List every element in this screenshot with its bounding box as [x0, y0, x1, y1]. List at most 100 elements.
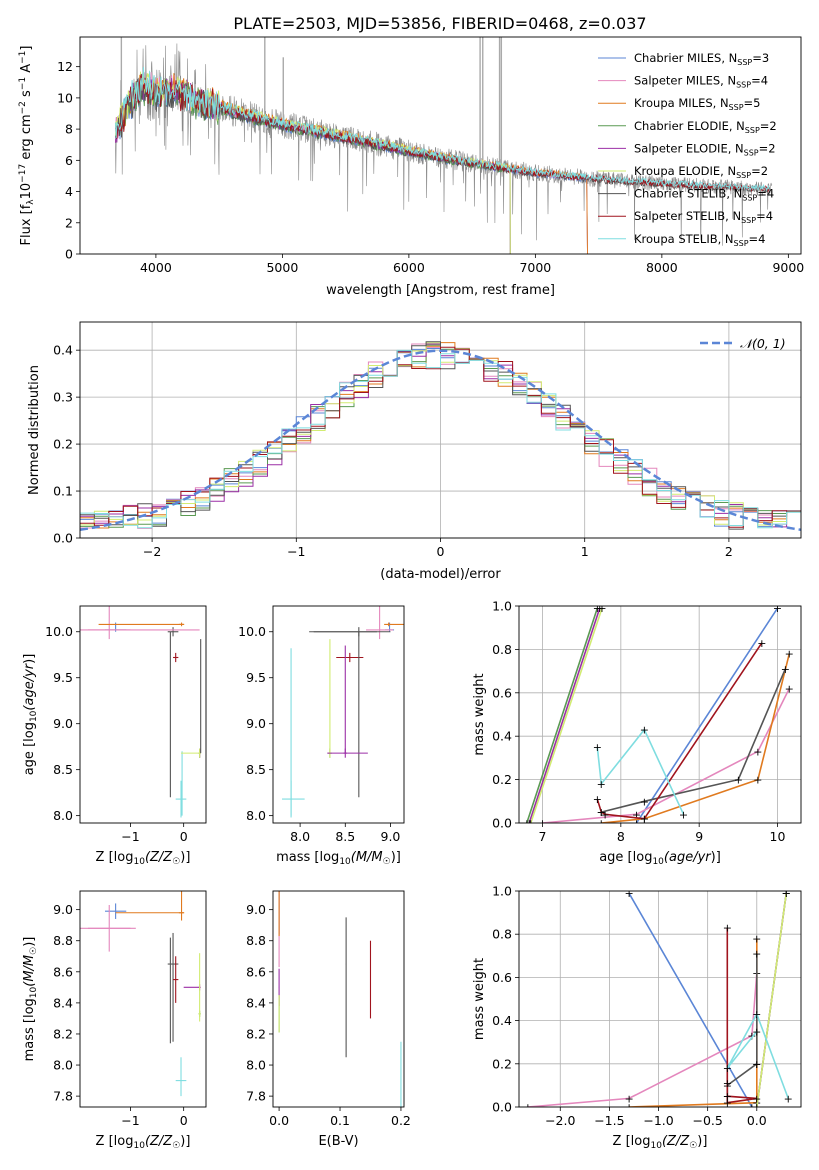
weight-marker: + [523, 1101, 532, 1114]
label-part: =3 [752, 51, 769, 65]
mass-weight-vs-metallicity-plot: +++++++ +++++++++++++++ +++++++−2.0 −1.5 −1.… [472, 884, 802, 1151]
y-tick-label: 1.0 [492, 599, 512, 614]
weight-line [596, 642, 763, 820]
weight-marker: + [593, 741, 602, 754]
label-part: SSP [744, 148, 759, 157]
y-tick-label: 0.8 [492, 927, 512, 942]
plot-area: +++++++++++++++++++++++++++++ [523, 891, 793, 1114]
x-axis-label: Z [log10(Z/Z☉)] [96, 1134, 191, 1151]
weight-line [726, 1012, 789, 1099]
y-tick-label: 8.8 [53, 933, 73, 948]
mass-vs-extinction-plot: 0.0 0.1 0.2 7.8 8.0 8.2 8.4 8.6 8.8 9.0 E(B-V) [246, 890, 411, 1149]
axes-frame [79, 605, 207, 824]
y-tick-label: 10.0 [238, 624, 266, 639]
legend-label: Kroupa ELODIE, NSSP=2 [634, 164, 768, 180]
label-part: erg cm [19, 114, 34, 163]
x-tick-label: 0.2 [391, 1113, 411, 1128]
label-part: Salpeter ELODIE, N [634, 141, 744, 155]
label-part: mass [log [276, 850, 339, 865]
weight-marker: + [597, 778, 606, 791]
weight-marker: + [538, 817, 547, 830]
y-tick-label: 8.0 [246, 1058, 266, 1073]
label-part: SSP [729, 103, 744, 112]
label-part: =2 [759, 141, 776, 155]
label-part: 10 [650, 1141, 662, 1151]
weight-marker: + [601, 808, 610, 821]
x-tick-label: 10 [770, 829, 786, 844]
legend-label: Chabrier STELIB, NSSP=4 [634, 187, 774, 203]
x-tick-label: 5000 [266, 260, 298, 275]
label-part: 10 [339, 857, 351, 867]
axes-frame [272, 605, 405, 824]
y-tick-label: 12 [57, 59, 73, 74]
weight-line [628, 892, 753, 1107]
plot-area [80, 606, 202, 818]
weight-marker: + [734, 774, 743, 787]
x-tick-label: −0.5 [692, 1113, 722, 1128]
y-axis-label: Flux [fλ10−17 erg cm−2 s−1 A−1] [18, 46, 36, 246]
residual-histogram [80, 349, 801, 529]
x-tick-label: −1 [121, 829, 139, 844]
weight-marker: + [526, 817, 535, 830]
label-part: age [log [599, 850, 652, 865]
label-part: (Z/Z [145, 1134, 173, 1149]
x-tick-label: −2.0 [545, 1113, 575, 1128]
weight-marker: + [525, 817, 534, 830]
plot-area [278, 891, 402, 1107]
y-tick-label: 1.0 [492, 884, 512, 899]
label-part: SSP [736, 171, 751, 180]
label-part: SSP [742, 194, 757, 203]
label-part: Salpeter STELIB, N [634, 209, 741, 223]
y-tick-label: 0.2 [492, 772, 512, 787]
figure-title: PLATE=2503, MJD=53856, FIBERID=0468, z=0… [233, 14, 646, 33]
axes-frame [79, 321, 802, 539]
age-vs-mass-plot: 8.0 8.5 9.0 8.0 8.5 9.0 9.5 10.0 mass [log10(M/M… [238, 605, 405, 867]
weight-line [726, 927, 757, 1104]
label-part: Kroupa MILES, N [634, 96, 729, 110]
y-tick-label: 0.0 [492, 1100, 512, 1115]
label-part: 10 [29, 986, 39, 998]
y-tick-label: 9.0 [246, 716, 266, 731]
weight-marker: + [747, 1101, 756, 1114]
weight-marker: + [752, 1092, 761, 1105]
y-tick-label: 0.2 [492, 1056, 512, 1071]
label-part: SSP [736, 81, 751, 90]
x-axis-label: (data-model)/error [380, 567, 501, 582]
x-tick-label: 9000 [772, 260, 804, 275]
spectrum-plot: 4000 5000 6000 7000 8000 9000 0 2 4 6 8 10 12 wavelen… [18, 36, 804, 298]
x-tick-label: −1.5 [594, 1113, 624, 1128]
label-part: =4 [749, 232, 766, 246]
label-part: Z [log [96, 1134, 134, 1149]
weight-marker: + [752, 1058, 761, 1071]
weight-marker: + [632, 808, 641, 821]
y-tick-label: 8.6 [53, 964, 73, 979]
weight-marker: + [679, 808, 688, 821]
y-tick-label: 8.5 [246, 762, 266, 777]
weight-line [635, 607, 779, 823]
x-tick-label: 0 [180, 829, 188, 844]
x-tick-label: −1.0 [643, 1113, 673, 1128]
age-vs-metallicity-plot: −1 08.08.59.09.510.0Z [log10(Z/Z☉)]age [l… [22, 605, 207, 867]
weight-marker: + [624, 1092, 633, 1105]
weight-marker: + [752, 1101, 761, 1114]
label-part: SSP [741, 216, 756, 225]
y-tick-label: 8.0 [53, 808, 73, 823]
x-tick-label: 0 [437, 544, 445, 559]
label-part: )] [22, 937, 37, 947]
label-part: )] [391, 850, 401, 865]
plot-area [282, 606, 404, 818]
weight-marker: + [753, 774, 762, 787]
label-part: SSP [734, 239, 749, 248]
y-tick-label: 0 [65, 247, 73, 262]
label-part: ☉ [29, 947, 39, 955]
weight-marker: + [593, 793, 602, 806]
x-tick-label: 2 [725, 544, 733, 559]
label-part: ☉ [383, 857, 391, 867]
label-part: )] [180, 850, 190, 865]
y-tick-label: 9.5 [246, 670, 266, 685]
x-tick-label: 8000 [646, 260, 678, 275]
axes-frame [518, 890, 802, 1108]
weight-marker: + [595, 602, 604, 615]
y-tick-label: 0.1 [53, 484, 73, 499]
